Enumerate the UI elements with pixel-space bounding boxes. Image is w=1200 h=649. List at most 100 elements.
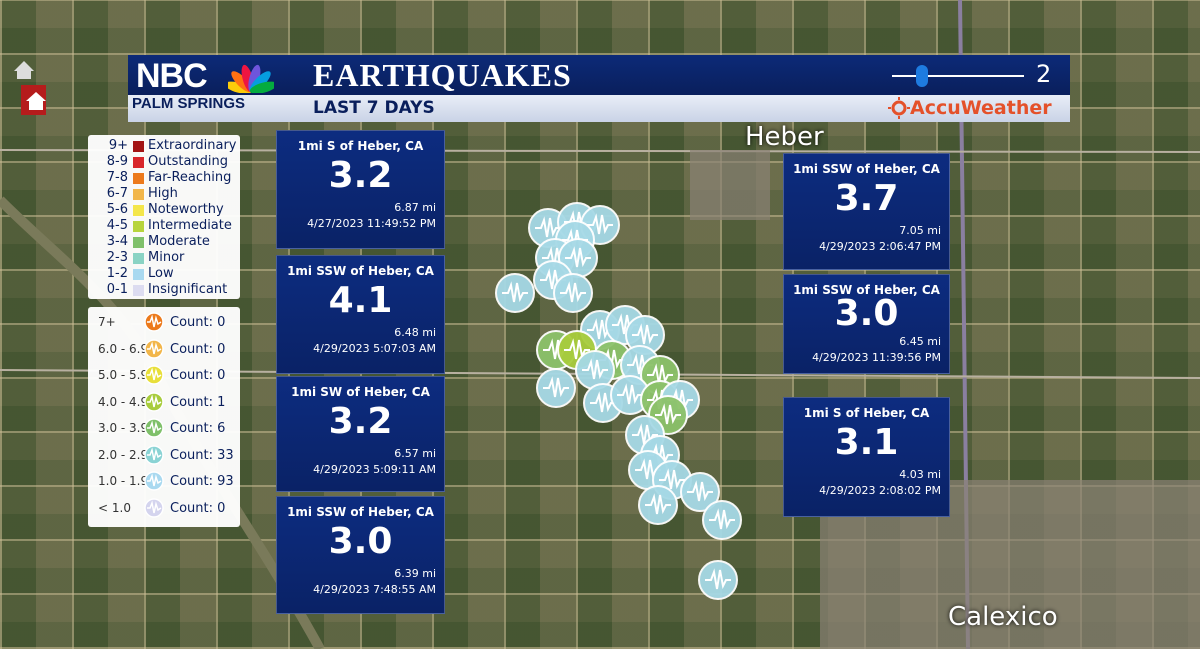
scale-label: Extraordinary — [148, 138, 237, 153]
count-value: Count: 0 — [170, 341, 226, 357]
count-icon — [144, 338, 164, 359]
slider-value: 2 — [1036, 60, 1052, 88]
card-distance: 6.39 mi — [394, 567, 436, 580]
card-time: 4/29/2023 2:06:47 PM — [819, 240, 941, 253]
count-icon — [144, 471, 164, 491]
card-time: 4/27/2023 11:49:52 PM — [307, 217, 436, 230]
card-magnitude: 3.0 — [834, 293, 899, 334]
card-location: 1mi SW of Heber, CA — [291, 385, 430, 399]
scale-range: 7-8 — [106, 170, 128, 185]
card-location: 1mi S of Heber, CA — [297, 139, 424, 153]
icon-wave — [147, 420, 162, 434]
count-range: < 1.0 — [98, 500, 131, 515]
quake-wave — [709, 508, 735, 530]
icon-wave — [147, 446, 162, 460]
icon-wave — [147, 367, 162, 381]
quake-wave — [655, 403, 681, 425]
card-distance: 4.03 mi — [899, 468, 941, 481]
magnitude-scale: 9+ Extraordinary 8-9 Outstanding 7-8 Far-Reac… — [88, 135, 240, 299]
slider-knob[interactable] — [916, 65, 928, 87]
card-time: 4/29/2023 2:08:02 PM — [819, 484, 941, 497]
brand-icon — [888, 97, 910, 119]
quake-card: 1mi SSW of Heber, CA 4.1 6.48 mi 4/29/2023 … — [276, 255, 445, 374]
quake-wave — [564, 338, 590, 360]
card-magnitude: 3.7 — [834, 178, 899, 219]
quake-card: 1mi SSW of Heber, CA 3.7 7.05 mi 4/29/2023 … — [783, 153, 950, 270]
icon-circle — [144, 444, 164, 465]
scale-label: Insignificant — [148, 282, 228, 297]
icon-wave — [147, 340, 162, 354]
quake-wave — [632, 423, 658, 445]
card-time: 4/29/2023 7:48:55 AM — [313, 583, 436, 596]
card-location: 1mi S of Heber, CA — [803, 406, 930, 420]
place-label: Calexico — [948, 602, 1058, 632]
card-time: 4/29/2023 11:39:56 PM — [812, 351, 941, 364]
quake-wave — [535, 216, 561, 238]
card-time: 4/29/2023 5:09:11 AM — [313, 463, 436, 476]
quake-wave — [582, 358, 608, 380]
quake-wave — [687, 480, 713, 502]
header-bottom — [128, 95, 1070, 122]
scale-range: 0-1 — [106, 282, 128, 297]
header: NBC PALM SPRINGS EARTHQUAKES LAST 7 DAYS… — [128, 55, 1070, 122]
count-range: 3.0 - 3.9 — [98, 421, 149, 435]
scale-range: 9+ — [108, 138, 128, 153]
count-value: Count: 0 — [170, 315, 226, 330]
count-value: Count: 6 — [170, 421, 226, 436]
scale-swatch — [133, 253, 144, 264]
scale-label: High — [148, 186, 178, 201]
count-value: Count: 0 — [170, 368, 226, 383]
alert-home-glyph — [26, 92, 46, 110]
count-icon — [144, 391, 164, 412]
card-time: 4/29/2023 5:07:03 AM — [313, 342, 436, 355]
count-value: Count: 33 — [170, 447, 234, 463]
count-range: 1.0 - 1.9 — [98, 474, 149, 488]
icon-circle — [144, 338, 164, 359]
icon-wave — [147, 499, 162, 513]
brand: AccuWeather — [910, 97, 1052, 119]
scale-swatch — [133, 189, 144, 200]
home-icons[interactable] — [12, 55, 46, 117]
scale-swatch — [133, 285, 144, 296]
card-distance: 6.45 mi — [899, 335, 941, 348]
title: EARTHQUAKES — [313, 57, 572, 93]
quake-wave — [645, 493, 671, 515]
count-icon — [144, 418, 164, 438]
card-location: 1mi SSW of Heber, CA — [287, 505, 434, 519]
card-magnitude: 3.1 — [834, 422, 899, 463]
quake-wave — [659, 468, 685, 490]
count-range: 4.0 - 4.9 — [98, 394, 149, 409]
count-range: 7+ — [98, 315, 116, 329]
card-location: 1mi SSW of Heber, CA — [793, 162, 940, 176]
quake-wave — [647, 363, 673, 385]
card-magnitude: 3.2 — [328, 401, 393, 442]
scale-swatch — [133, 205, 144, 216]
home-icon[interactable] — [14, 61, 34, 79]
icon-circle — [144, 312, 164, 332]
scale-swatch — [133, 269, 144, 280]
town-area — [690, 150, 770, 220]
logo-text: NBC — [136, 57, 208, 95]
icon-wave — [147, 314, 162, 328]
icon-wave — [147, 473, 162, 487]
scale-label: Noteworthy — [148, 202, 224, 217]
card-distance: 6.48 mi — [394, 326, 436, 339]
card-location: 1mi SSW of Heber, CA — [793, 283, 940, 297]
peacock-logo — [228, 64, 274, 93]
icon-circle — [144, 365, 164, 385]
quake-wave — [543, 376, 569, 398]
quake-wave — [587, 213, 613, 235]
count-icon — [144, 365, 164, 385]
quake-wave — [560, 281, 586, 303]
icon-circle — [144, 471, 164, 491]
slider[interactable] — [888, 63, 1028, 89]
scale-label: Far-Reaching — [148, 170, 232, 185]
count-range: 2.0 - 2.9 — [98, 447, 149, 462]
count-value: Count: 0 — [170, 500, 226, 516]
quake-wave — [617, 383, 643, 405]
scale-range: 8-9 — [106, 154, 128, 169]
scale-range: 1-2 — [106, 266, 128, 281]
quake-markers — [495, 202, 742, 600]
quake-card: 1mi SSW of Heber, CA 3.0 6.45 mi 4/29/2023 … — [783, 274, 950, 374]
